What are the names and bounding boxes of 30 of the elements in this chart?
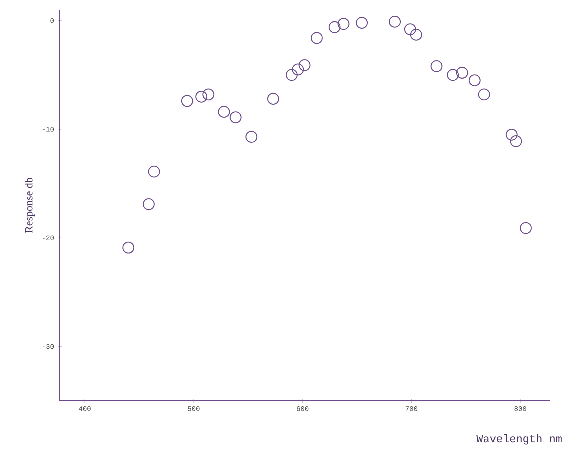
point <box>404 24 416 36</box>
point <box>356 17 368 29</box>
point <box>456 67 468 79</box>
y-axis-title: Response db <box>25 178 35 234</box>
point <box>510 135 522 148</box>
point <box>292 64 304 76</box>
point <box>468 74 481 87</box>
point <box>478 88 490 101</box>
point <box>202 88 215 101</box>
point <box>520 222 532 234</box>
point <box>218 106 230 118</box>
point <box>230 112 242 124</box>
point <box>143 198 155 210</box>
point <box>328 21 341 34</box>
point <box>181 95 194 108</box>
point <box>122 242 135 254</box>
point <box>286 69 298 82</box>
point <box>298 59 311 72</box>
point <box>447 69 460 82</box>
point <box>338 18 350 30</box>
point <box>311 32 323 44</box>
point <box>410 29 422 41</box>
point <box>430 60 443 72</box>
point <box>148 166 160 178</box>
point <box>246 131 258 144</box>
x-axis-title: Wavelength nm <box>476 434 562 445</box>
point <box>196 90 208 103</box>
point <box>267 93 280 106</box>
point <box>506 128 518 141</box>
point <box>389 16 402 28</box>
